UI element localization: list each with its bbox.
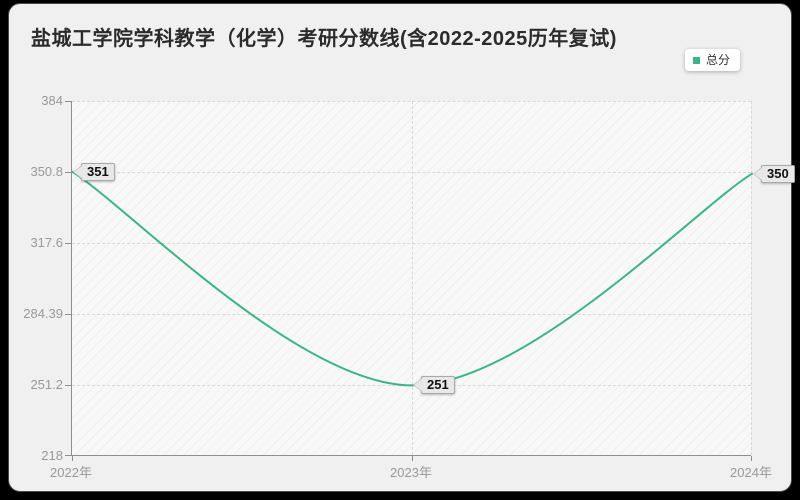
y-axis-label: 251.2 — [30, 377, 63, 392]
y-axis-label: 284.39 — [23, 306, 63, 321]
gridline — [72, 172, 751, 173]
x-axis-label: 2024年 — [730, 465, 772, 480]
x-axis-tick — [72, 456, 73, 461]
legend: 总分 — [685, 49, 741, 71]
total-score-line[interactable] — [71, 170, 753, 387]
legend-item-label: 总分 — [706, 53, 731, 67]
y-axis-tick — [65, 385, 71, 386]
x-axis-tick — [412, 456, 413, 461]
gridline — [72, 243, 751, 244]
gridline — [751, 101, 752, 455]
y-axis-label: 350.8 — [30, 164, 63, 179]
legend-marker-icon — [693, 56, 700, 64]
y-axis-tick — [65, 314, 71, 315]
line-series — [71, 170, 753, 387]
gridline — [72, 314, 751, 315]
chart-card: 盐城工学院学科教学（化学）考研分数线(含2022-2025历年复试) 总分 38… — [8, 3, 795, 492]
x-axis-label: 2023年 — [390, 465, 432, 480]
gridline — [72, 101, 751, 102]
y-axis-tick — [65, 101, 71, 102]
x-axis-label: 2022年 — [50, 465, 92, 480]
gridline — [412, 101, 413, 455]
point-label: 251 — [421, 376, 455, 395]
y-axis-tick — [65, 455, 71, 456]
point-label: 351 — [81, 162, 115, 181]
y-axis-label: 384 — [41, 93, 63, 108]
y-axis-tick — [65, 172, 71, 173]
plot-area: 351 251 350 — [65, 101, 795, 461]
chart-title: 盐城工学院学科教学（化学）考研分数线(含2022-2025历年复试) — [31, 28, 617, 50]
point-label: 350 — [761, 164, 795, 183]
y-axis-tick — [65, 243, 71, 244]
y-axis-label: 218 — [41, 448, 63, 463]
legend-item-total-score[interactable]: 总分 — [693, 49, 730, 71]
x-axis-tick — [751, 456, 752, 461]
y-axis-label: 317.6 — [30, 235, 63, 250]
